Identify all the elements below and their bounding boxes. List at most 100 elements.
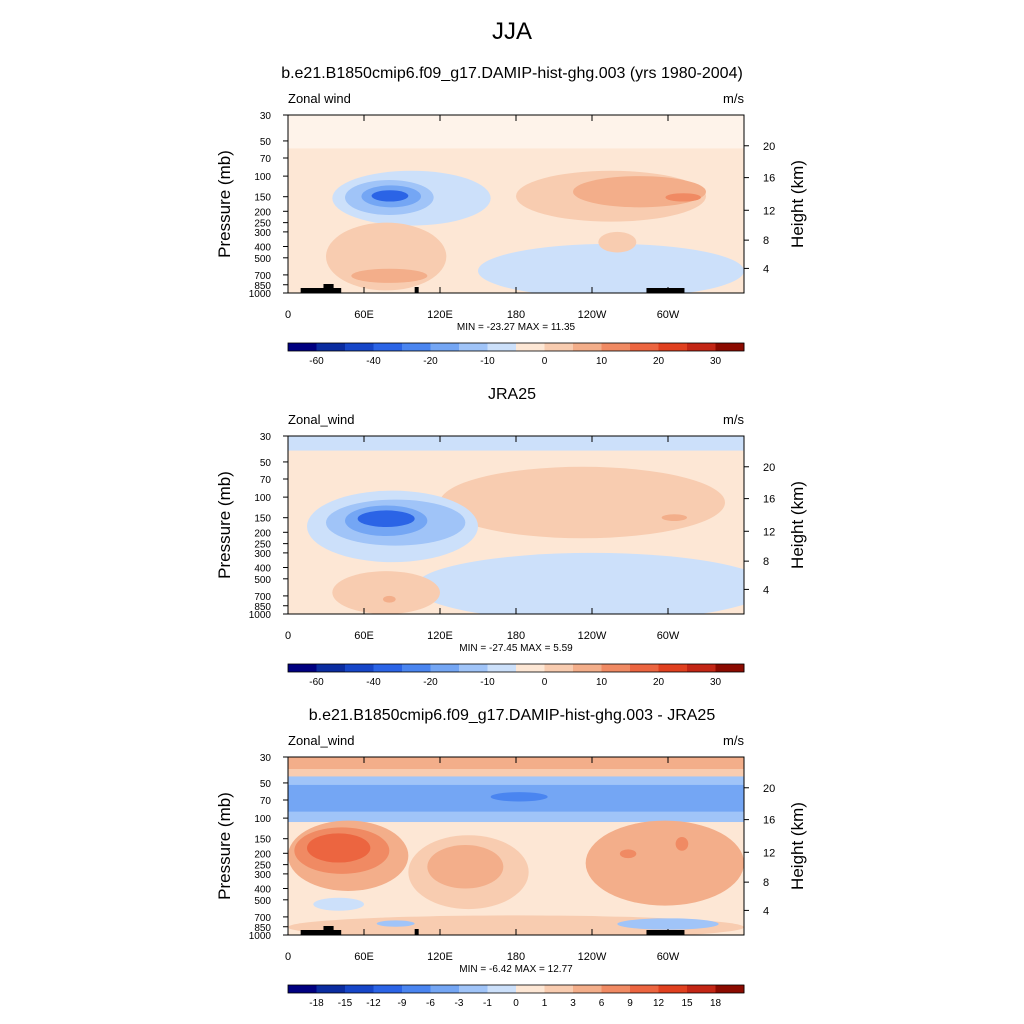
y2-axis-label: Height (km) (788, 481, 807, 569)
figure-title: JJA (491, 18, 532, 45)
colorbar-bin (715, 343, 745, 351)
lower-easterly-region (478, 243, 744, 293)
colorbar-bin (601, 985, 631, 993)
top-positive-edge (288, 768, 744, 778)
y-tick-label: 700 (254, 592, 271, 603)
y-tick-label: 300 (254, 549, 271, 560)
colorbar-label: -6 (426, 998, 435, 1009)
colorbar-label: -9 (398, 998, 407, 1009)
y-tick-label: 300 (254, 228, 271, 239)
y-tick-label: 1000 (249, 289, 272, 300)
colorbar-bin (715, 664, 745, 672)
y-tick-label: 250 (254, 861, 271, 872)
colorbar-label: 18 (710, 998, 722, 1009)
y-tick-label: 70 (260, 475, 272, 486)
y2-tick-label: 8 (763, 235, 769, 247)
small-westerly (598, 231, 637, 253)
lower-westerly-max (383, 595, 396, 603)
colorbar-bin (402, 985, 431, 993)
y2-axis-label: Height (km) (788, 160, 807, 248)
colorbar-label: 0 (542, 677, 548, 688)
y-tick-label: 500 (254, 575, 271, 586)
colorbar-frame (287, 342, 745, 352)
colorbar-bin (459, 985, 488, 993)
colorbar-bin (487, 664, 517, 672)
y-tick-label: 500 (254, 896, 271, 907)
colorbar-bin (573, 664, 602, 672)
lower-westerly (332, 571, 440, 614)
land-asia (414, 929, 419, 935)
units-label: m/s (723, 91, 744, 106)
y-tick-label: 850 (254, 602, 271, 613)
lower-negative-2 (617, 918, 719, 930)
land-america (646, 288, 685, 293)
westerly-max (665, 193, 701, 202)
colorbar-label: -15 (338, 998, 353, 1009)
colorbar-bin (459, 664, 488, 672)
y-tick-label: 50 (260, 779, 272, 790)
colorbar-bin (658, 985, 688, 993)
y2-tick-label: 4 (763, 584, 769, 596)
colorbar-label: -18 (309, 998, 324, 1009)
colorbar-bin (516, 343, 545, 351)
colorbar-label: 20 (653, 677, 665, 688)
panel-field (288, 757, 744, 935)
positive-spot-east-2 (675, 836, 689, 851)
colorbar-bin (544, 985, 574, 993)
y2-tick-label: 12 (763, 205, 775, 217)
y2-tick-label: 20 (763, 783, 775, 795)
colorbar-bin (487, 343, 517, 351)
easterly-max (371, 190, 409, 202)
westerly-region (440, 466, 725, 539)
colorbar-bin (402, 664, 431, 672)
y2-axis-label: Height (km) (788, 802, 807, 890)
colorbar-bin (430, 985, 460, 993)
land-africa (300, 288, 342, 293)
y-tick-label: 30 (260, 753, 272, 764)
colorbar-bin (373, 343, 403, 351)
panel-1: b.e21.B1850cmip6.f09_g17.DAMIP-hist-ghg.… (215, 65, 807, 367)
colorbar-bin (288, 664, 317, 672)
colorbar-bin (345, 985, 374, 993)
variable-label: Zonal_wind (288, 733, 355, 748)
min-max-stats: MIN = -27.45 MAX = 5.59 (459, 643, 573, 654)
colorbar-label: 0 (513, 998, 519, 1009)
y-tick-label: 250 (254, 540, 271, 551)
y-tick-label: 100 (254, 493, 271, 504)
x-tick-label: 120W (578, 630, 607, 642)
colorbar-label: -12 (366, 998, 381, 1009)
y-tick-label: 150 (254, 193, 271, 204)
y-tick-label: 400 (254, 242, 271, 253)
colorbar-bin (601, 343, 631, 351)
colorbar-bin (316, 664, 346, 672)
x-tick-label: 0 (285, 951, 291, 963)
x-tick-label: 120E (427, 309, 453, 321)
min-max-stats: MIN = -6.42 MAX = 12.77 (459, 964, 573, 975)
colorbar-label: 12 (653, 998, 665, 1009)
y2-tick-label: 20 (763, 141, 775, 153)
colorbar-bin (715, 985, 745, 993)
y-axis-label: Pressure (mb) (215, 792, 234, 900)
y-tick-label: 70 (260, 154, 272, 165)
colorbar-frame (287, 663, 745, 673)
y-axis-label: Pressure (mb) (215, 471, 234, 579)
colorbar-bin (516, 664, 545, 672)
colorbar-label: 1 (542, 998, 548, 1009)
y2-tick-label: 20 (763, 462, 775, 474)
y-tick-label: 200 (254, 207, 271, 218)
x-tick-label: 120E (427, 630, 453, 642)
colorbar-bin (573, 985, 602, 993)
y-tick-label: 30 (260, 432, 272, 443)
y2-tick-label: 12 (763, 847, 775, 859)
y-tick-label: 700 (254, 271, 271, 282)
colorbar-label: 15 (681, 998, 693, 1009)
colorbar-label: -60 (309, 356, 324, 367)
colorbar-label: 20 (653, 356, 665, 367)
colorbar-label: 30 (710, 356, 722, 367)
positive-core-central (427, 845, 504, 889)
colorbar-bin (345, 343, 374, 351)
colorbar-label: -20 (423, 677, 438, 688)
colorbar-label: 9 (627, 998, 633, 1009)
